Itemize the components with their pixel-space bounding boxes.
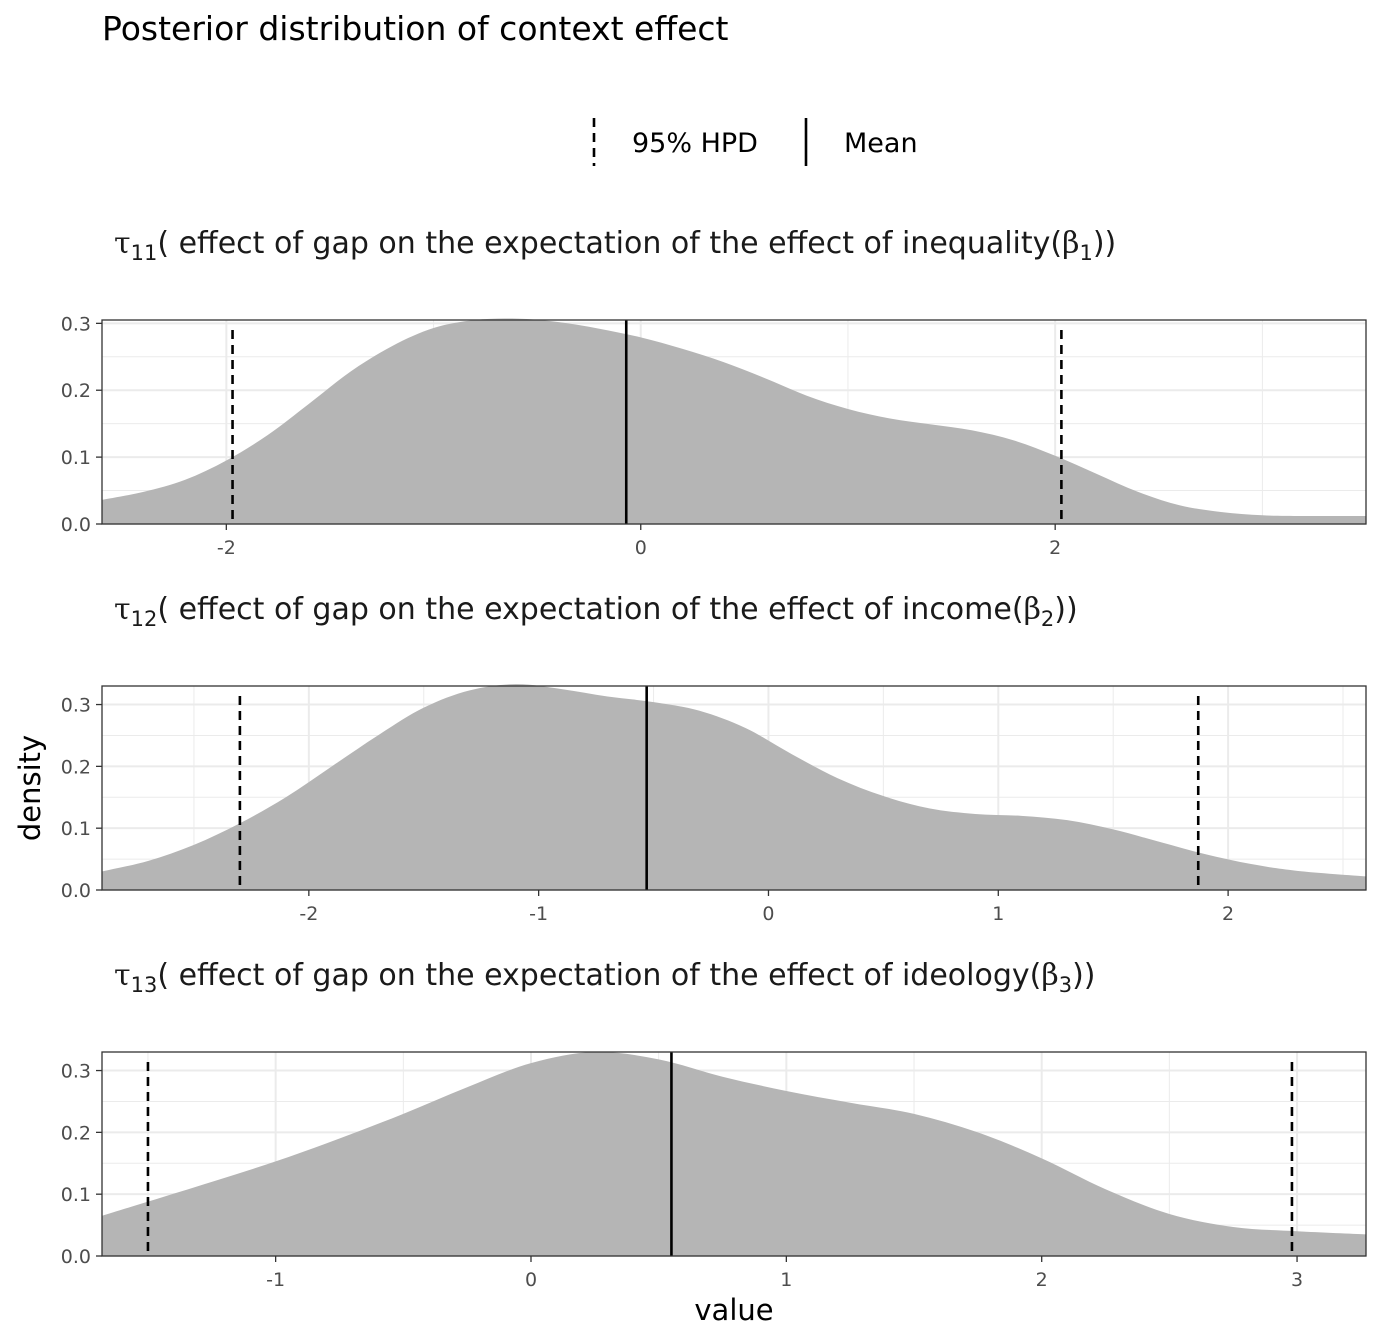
chart-title: Posterior distribution of context effect	[102, 9, 729, 48]
x-tick-label: -1	[529, 903, 548, 925]
x-tick-label: 3	[1291, 1269, 1303, 1291]
y-tick-label: 0.0	[61, 514, 91, 536]
x-tick-label: 0	[635, 537, 647, 559]
facet-panel-1: τ11​( effect of gap on the expectation o…	[61, 226, 1367, 559]
facet-title-1: τ11​( effect of gap on the expectation o…	[114, 226, 1116, 265]
x-tick-label: 1	[992, 903, 1004, 925]
facet-title-2: τ12​( effect of gap on the expectation o…	[114, 592, 1078, 631]
y-tick-label: 0.2	[61, 380, 91, 402]
density-area	[102, 318, 1366, 524]
x-tick-label: 0	[762, 903, 774, 925]
y-tick-label: 0.2	[61, 1122, 91, 1144]
x-tick-label: 2	[1222, 903, 1234, 925]
panels: τ11​( effect of gap on the expectation o…	[61, 226, 1367, 1291]
y-tick-label: 0.3	[61, 313, 91, 335]
y-tick-label: 0.0	[61, 880, 91, 902]
panel-border	[101, 685, 1367, 891]
legend-mean-label: Mean	[844, 128, 918, 159]
x-tick-label: -2	[299, 903, 318, 925]
facet-panel-3: τ13​( effect of gap on the expectation o…	[61, 958, 1367, 1291]
x-axis-title: value	[694, 1293, 773, 1327]
x-tick-label: 2	[1036, 1269, 1048, 1291]
y-tick-label: 0.2	[61, 756, 91, 778]
y-axis-title: density	[13, 735, 47, 841]
y-tick-label: 0.1	[61, 447, 91, 469]
x-tick-label: -1	[266, 1269, 285, 1291]
legend-hpd-label: 95% HPD	[632, 128, 758, 159]
y-tick-label: 0.1	[61, 1184, 91, 1206]
legend: 95% HPD Mean	[592, 118, 918, 166]
x-tick-label: 1	[780, 1269, 792, 1291]
x-tick-label: 2	[1049, 537, 1061, 559]
y-tick-label: 0.0	[61, 1246, 91, 1268]
x-tick-label: -2	[217, 537, 236, 559]
y-tick-label: 0.3	[61, 1061, 91, 1083]
x-tick-label: 0	[525, 1269, 537, 1291]
facet-panel-2: τ12​( effect of gap on the expectation o…	[61, 592, 1367, 925]
facet-title-3: τ13​( effect of gap on the expectation o…	[114, 958, 1096, 997]
density-area	[102, 684, 1366, 890]
density-area	[102, 1051, 1366, 1256]
y-tick-label: 0.3	[61, 695, 91, 717]
y-tick-label: 0.1	[61, 818, 91, 840]
panel-border	[101, 1051, 1367, 1257]
panel-border	[101, 319, 1367, 525]
